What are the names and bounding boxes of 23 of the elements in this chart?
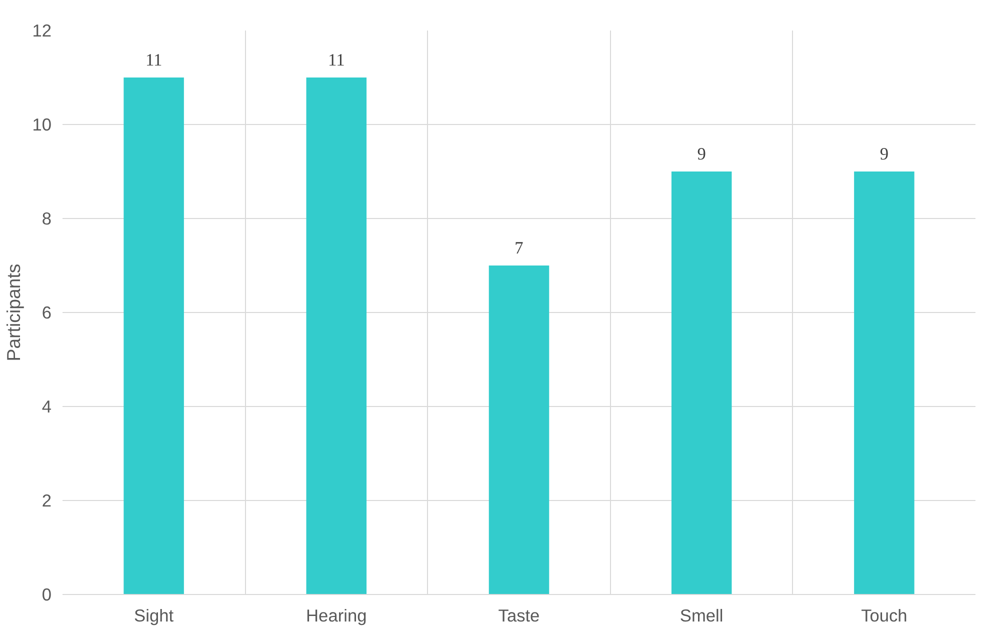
y-tick-label: 8 <box>42 208 52 228</box>
y-axis-title: Participants <box>3 264 24 362</box>
data-label: 11 <box>145 50 162 70</box>
bar <box>671 172 732 594</box>
x-tick-label: Sight <box>134 606 174 626</box>
bar <box>854 172 914 594</box>
x-tick-label: Touch <box>861 606 908 626</box>
x-tick-label: Hearing <box>306 606 367 626</box>
y-tick-label: 4 <box>42 396 52 416</box>
data-label: 9 <box>697 144 706 164</box>
x-tick-label: Smell <box>680 606 724 626</box>
data-label: 7 <box>514 238 524 258</box>
y-tick-label: 6 <box>42 302 52 322</box>
data-label: 9 <box>880 144 889 164</box>
y-tick-label: 10 <box>32 114 52 134</box>
y-tick-label: 2 <box>42 490 52 510</box>
data-label: 11 <box>328 50 345 70</box>
x-tick-label: Taste <box>498 606 540 626</box>
bar <box>124 78 184 594</box>
y-tick-label: 0 <box>42 584 52 604</box>
y-tick-label: 12 <box>32 20 52 40</box>
bar <box>488 266 550 594</box>
bar <box>306 78 367 594</box>
